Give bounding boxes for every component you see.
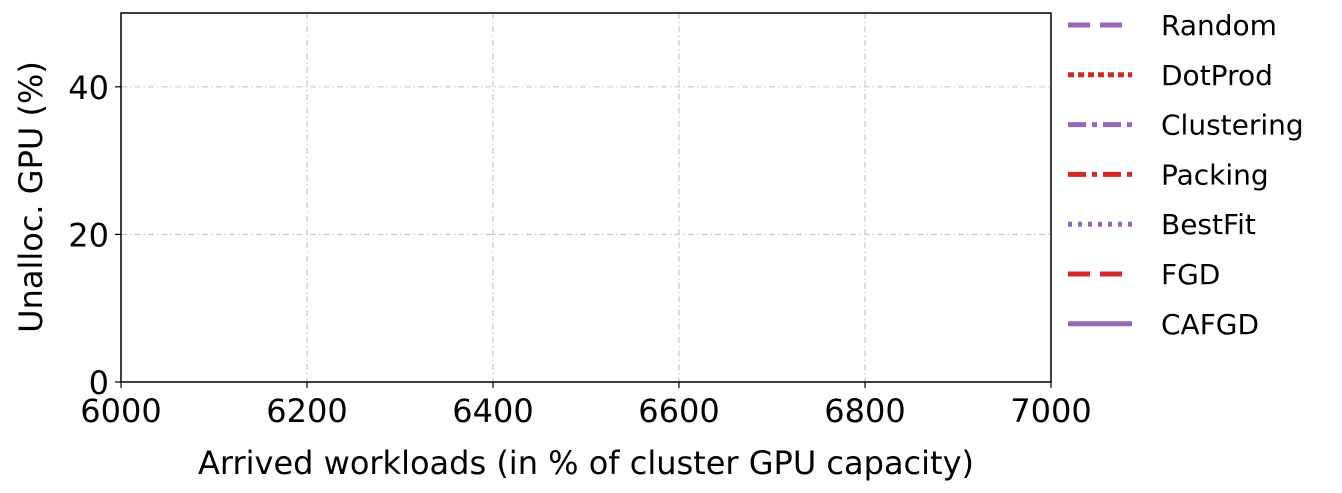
legend-label: Clustering bbox=[1161, 109, 1304, 142]
legend-item: CAFGD bbox=[1068, 308, 1259, 341]
x-tick-label: 6000 bbox=[80, 392, 161, 430]
x-tick-label: 6600 bbox=[638, 392, 719, 430]
legend-label: FGD bbox=[1161, 258, 1220, 291]
legend-item: BestFit bbox=[1068, 208, 1256, 241]
legend-label: Random bbox=[1161, 9, 1277, 42]
y-tick-label: 40 bbox=[68, 69, 109, 107]
x-axis-label: Arrived workloads (in % of cluster GPU c… bbox=[198, 444, 974, 482]
legend-label: Packing bbox=[1161, 158, 1269, 191]
grid bbox=[121, 13, 1051, 382]
y-axis-label: Unalloc. GPU (%) bbox=[12, 61, 50, 333]
plot-area-frame bbox=[120, 12, 1052, 383]
axis-ticks: 6000 6200 6400 6600 6800 7000 0 20 40 bbox=[68, 69, 1091, 430]
legend-item: DotProd bbox=[1068, 59, 1273, 92]
legend: Random DotProd Clustering Packing BestFit FGD… bbox=[1068, 9, 1304, 341]
x-tick-label: 6800 bbox=[824, 392, 905, 430]
x-tick-label: 7000 bbox=[1010, 392, 1091, 430]
legend-item: Packing bbox=[1068, 158, 1269, 191]
legend-item: Random bbox=[1068, 9, 1277, 42]
x-tick-label: 6400 bbox=[452, 392, 533, 430]
x-tick-label: 6200 bbox=[266, 392, 347, 430]
legend-label: DotProd bbox=[1161, 59, 1273, 92]
y-tick-label: 0 bbox=[89, 364, 109, 402]
legend-label: CAFGD bbox=[1161, 308, 1259, 341]
legend-label: BestFit bbox=[1161, 208, 1256, 241]
legend-item: FGD bbox=[1068, 258, 1220, 291]
y-tick-label: 20 bbox=[68, 216, 109, 254]
legend-item: Clustering bbox=[1068, 109, 1304, 142]
